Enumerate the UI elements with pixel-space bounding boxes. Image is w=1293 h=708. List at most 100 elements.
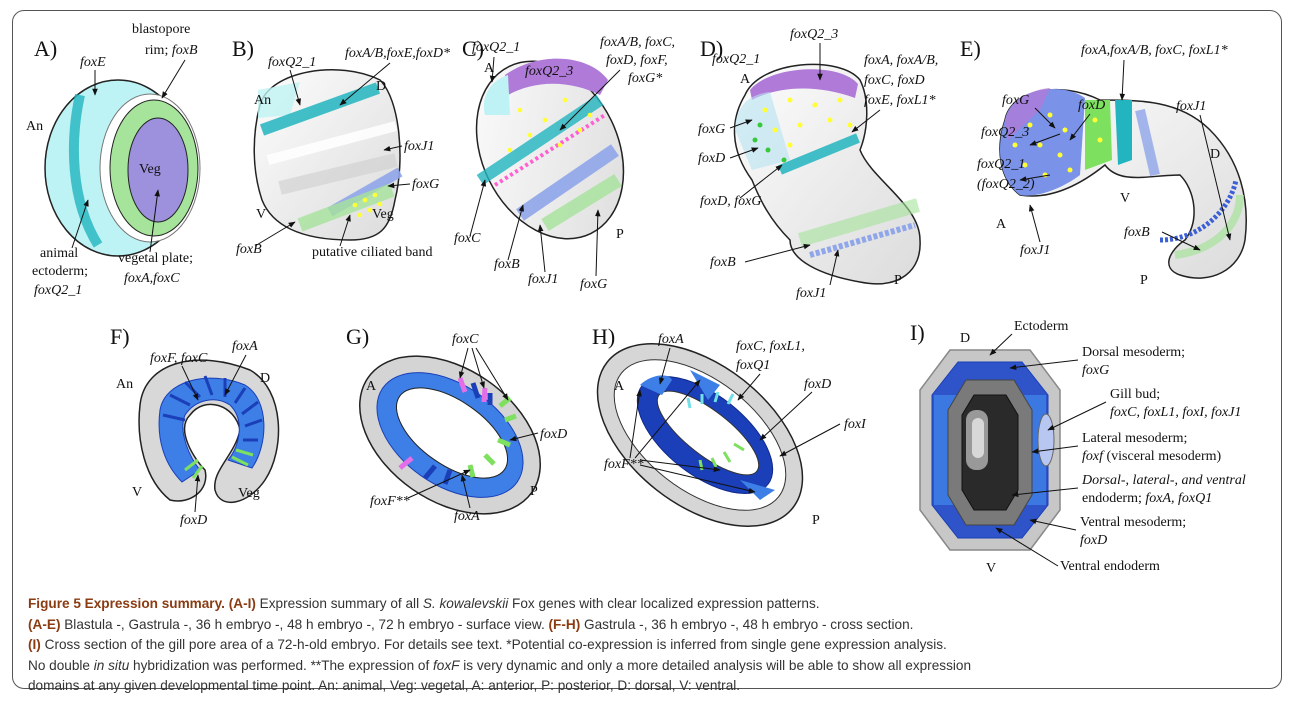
panel-d: D) foxQ2_1 foxQ2_3 A foxA, foxA/B, foxC,… [698,27,938,301]
caption-line-5: domains at any given developmental time … [28,678,741,693]
caption-line-2: (A-E) Blastula -, Gastrula -, 36 h embry… [28,616,914,632]
figure-label: foxG* [628,71,662,86]
figure-label: foxG [1082,363,1109,378]
figure-label: foxG [698,122,725,137]
figure-label: vegetal plate; [118,251,193,266]
panel-g: G) foxC A foxD P foxF** foxA [346,324,567,524]
panel-f: F) foxF, foxC foxA An D V Veg foxD [110,324,280,528]
figure-label: A [484,61,495,76]
figure-label: foxJ1 [796,286,826,301]
panel-i: I) D Ectoderm Dorsal mesoderm; foxG Gill… [910,319,1246,576]
figure-label: foxA,foxA/B, foxC, foxL1* [1081,43,1228,58]
figure-label: V [256,207,266,222]
figure-label: foxG [1002,93,1029,108]
figure-label: foxD [540,427,567,442]
figure-label: foxJ1 [528,272,558,287]
figure-label: foxQ2_1 [712,52,760,67]
figure-label: A [366,379,377,394]
figure-label: A [996,217,1007,232]
figure-label: foxQ2_1 [472,40,520,55]
figure-label: foxJ1 [404,139,434,154]
figure-label: foxA, foxA/B, [864,53,938,68]
figure-label: foxQ2_1 [977,157,1025,172]
figure-label: foxD [804,377,831,392]
figure-label: D [376,79,386,94]
figure-label: Veg [372,207,394,222]
figure-label: foxQ2_1 [34,283,82,298]
figure-label: V [1120,191,1130,206]
figure-label: foxB [1124,225,1150,240]
figure-label: P [530,484,538,499]
figure-label: foxA,foxC [124,271,180,286]
figure-label: Ventral endoderm [1060,559,1160,574]
figure-illustration: A) foxE blastopore rim; foxB An Veg anim… [26,22,1247,576]
figure-label: foxF, foxC [150,351,208,366]
figure-label: foxD [180,513,207,528]
figure-label: foxC [454,231,481,246]
panel-h-letter: H) [592,324,615,349]
figure-label: foxC, foxL1, [736,339,805,354]
figure-label: foxA/B, foxC, [600,35,675,50]
figure-label: An [254,93,271,108]
figure-label: endoderm; foxA, foxQ1 [1082,491,1212,506]
caption-line-3: (I) Cross section of the gill pore area … [28,637,947,652]
figure-label: Gill bud; [1110,387,1160,402]
caption-title: Figure 5 Expression summary. [28,596,225,611]
figure-label: foxC, foxL1, foxI, foxJ1 [1110,405,1241,420]
figure-label: A [614,379,625,394]
figure-label: foxA [658,332,684,347]
panel-a: A) foxE blastopore rim; foxB An Veg anim… [26,22,201,298]
figure-label: An [26,119,43,134]
figure-label: Veg [139,162,161,177]
figure-label: foxD [1078,98,1105,113]
figure-label: foxB [710,255,736,270]
figure-label: foxQ2_3 [981,125,1029,140]
figure-label: P [894,273,902,288]
figure-label: Dorsal-, lateral-, and ventral [1081,473,1246,488]
figure-label: Veg [238,486,260,501]
figure-label: foxA [454,509,480,524]
panel-c: C) foxQ2_1 foxQ2_3 A foxA/B, foxC, foxD,… [454,35,675,292]
figure-label: foxG [412,177,439,192]
figure-label: foxQ2_3 [790,27,838,42]
figure-label: An [116,377,133,392]
caption-line-1: Figure 5 Expression summary. (A-I) Expre… [28,596,820,611]
figure-label: foxB [494,257,520,272]
figure-label: foxf (visceral mesoderm) [1082,449,1222,464]
figure-label: foxG [580,277,607,292]
figure-label: foxA/B,foxE,foxD* [345,46,450,61]
figure-label: Ectoderm [1014,319,1069,334]
panel-h: H) A foxA foxC, foxL1, foxQ1 foxD foxI f… [592,324,867,528]
figure-label: foxF** [370,494,410,509]
figure-label: foxD, foxG [700,194,761,209]
panel-g-letter: G) [346,324,369,349]
panel-i-letter: I) [910,320,925,345]
panel-d-letter: D) [700,36,723,61]
label-blastopore-rim: rim; foxB [145,43,198,58]
figure-label: foxD [698,151,725,166]
figure-label: blastopore [132,22,190,37]
figure-label: foxC, foxD [864,73,925,88]
figure-label: V [132,485,142,500]
panel-b-letter: B) [232,36,254,61]
figure-label: D [960,331,970,346]
figure-label: foxD [1080,533,1107,548]
figure-label: Ventral mesoderm; [1080,515,1186,530]
figure-label: Dorsal mesoderm; [1082,345,1185,360]
figure-label: foxA [232,339,258,354]
figure-label: foxQ1 [736,358,770,373]
figure-label: foxE, foxL1* [864,93,936,108]
panel-f-letter: F) [110,324,130,349]
panel-c-letter: C) [462,36,484,61]
figure-label: ectoderm; [32,264,88,279]
figure-label: foxQ2_3 [525,64,573,79]
figure-label: foxJ1 [1176,99,1206,114]
panel-a-letter: A) [34,36,57,61]
panel-e-letter: E) [960,36,981,61]
figure-label: A [740,72,751,87]
figure-label: D [260,371,270,386]
caption-line-4: No double in situ hybridization was perf… [28,657,971,673]
figure-label: P [616,227,624,242]
figure-label: foxI [844,417,867,432]
figure-label: putative ciliated band [312,245,433,260]
